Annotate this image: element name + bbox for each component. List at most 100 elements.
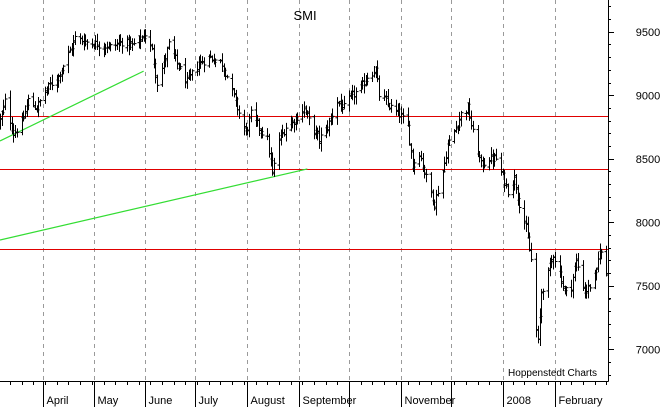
y-tick-label: 8500: [636, 154, 660, 166]
ohlc-bar: [8, 90, 13, 131]
ohlc-bar: [284, 122, 289, 142]
ohlc-bar: [464, 110, 469, 121]
ohlc-bar: [442, 156, 447, 173]
ohlc-bar: [130, 38, 135, 51]
ohlc-bar: [155, 74, 160, 93]
ohlc-bar: [529, 242, 534, 263]
trend-line: [0, 70, 144, 142]
ohlc-bar: [429, 172, 434, 198]
ohlc-bar: [38, 99, 43, 107]
ohlc-bar: [389, 99, 394, 113]
ohlc-bar: [218, 58, 223, 64]
ohlc-bar: [401, 108, 406, 124]
ohlc-bar: [50, 74, 55, 91]
ohlc-bar: [73, 31, 78, 45]
ohlc-bar: [459, 110, 464, 127]
x-tick-label: June: [149, 395, 173, 407]
chart-credit: Hoppenstedt Charts: [508, 368, 597, 379]
ohlc-bar: [522, 200, 527, 230]
ohlc-bar: [342, 95, 347, 109]
ohlc-bar: [232, 87, 237, 98]
ohlc-bar: [569, 279, 574, 298]
ohlc-bar: [13, 125, 18, 139]
ohlc-bar: [61, 64, 66, 75]
ohlc-bar: [581, 260, 586, 292]
ohlc-bar: [340, 99, 345, 114]
ohlc-bar: [604, 245, 609, 277]
ohlc-bar: [295, 112, 300, 125]
ohlc-bar: [160, 63, 165, 87]
ohlc-bar: [282, 129, 287, 137]
ohlc-bar: [95, 33, 100, 51]
ohlc-bar: [372, 65, 377, 78]
ohlc-bar: [352, 85, 357, 105]
ohlc-bar: [576, 252, 581, 271]
ohlc-bar: [454, 120, 459, 133]
ohlc-bar: [307, 106, 312, 126]
ohlc-bar: [471, 120, 476, 133]
ohlc-bar: [97, 41, 102, 57]
ohlc-bar: [312, 114, 317, 140]
ohlc-bar: [354, 87, 359, 105]
ohlc-bar: [506, 183, 511, 198]
ohlc-bar: [178, 63, 183, 70]
ohlc-bar: [417, 151, 422, 168]
ohlc-bar: [175, 49, 180, 70]
ohlc-bar: [382, 89, 387, 102]
ohlc-bar: [469, 110, 474, 130]
ohlc-bar: [202, 57, 207, 73]
x-tick-label: November: [405, 395, 456, 407]
ohlc-bar: [444, 151, 449, 167]
ohlc-bar: [3, 93, 8, 111]
ohlc-bar: [335, 97, 340, 125]
ohlc-bar: [132, 38, 137, 46]
ohlc-bar: [317, 125, 322, 149]
ohlc-bar: [277, 132, 282, 170]
ohlc-bar: [487, 157, 492, 171]
ohlc-bar: [370, 71, 375, 82]
ohlc-bar: [237, 105, 242, 119]
y-tick-label: 7000: [636, 344, 660, 356]
ohlc-bar: [15, 128, 20, 138]
ohlc-bar: [534, 253, 539, 338]
ohlc-bar: [330, 108, 335, 125]
ohlc-bar: [185, 72, 190, 89]
ohlc-bar: [48, 76, 53, 91]
ohlc-bar: [436, 185, 441, 197]
ohlc-bar: [482, 158, 487, 169]
ohlc-bar: [319, 127, 324, 152]
ohlc-bar: [553, 252, 558, 268]
ohlc-bar: [272, 157, 277, 177]
x-tick-label: February: [559, 395, 604, 407]
x-tick-label: August: [251, 395, 285, 407]
ohlc-bar: [66, 45, 71, 74]
trend-line: [0, 168, 308, 241]
ohlc-bar: [441, 170, 446, 199]
ohlc-bar: [213, 58, 218, 68]
ohlc-bar: [419, 150, 424, 162]
ohlc-bar: [230, 73, 235, 97]
ohlc-bar: [247, 113, 252, 138]
ohlc-bar: [586, 279, 591, 299]
x-tick-label: May: [98, 395, 119, 407]
ohlc-bar: [536, 325, 541, 344]
ohlc-bar: [377, 75, 382, 101]
y-tick-label: 9000: [636, 90, 660, 102]
ohlc-bar: [249, 106, 254, 123]
ohlc-bar: [599, 248, 604, 260]
ohlc-bar: [447, 135, 452, 146]
ohlc-bar: [412, 158, 417, 175]
ohlc-bar: [31, 92, 36, 108]
ohlc-bar: [504, 178, 509, 189]
ohlc-bar: [384, 90, 389, 105]
ohlc-bar: [200, 56, 205, 65]
trend-lines: [0, 70, 308, 241]
ohlc-bar: [494, 148, 499, 161]
x-tick-label: April: [47, 395, 69, 407]
ohlc-bar: [225, 74, 230, 79]
ohlc-bar: [183, 57, 188, 89]
ohlc-bar: [143, 29, 148, 44]
ohlc-bar: [260, 126, 265, 139]
